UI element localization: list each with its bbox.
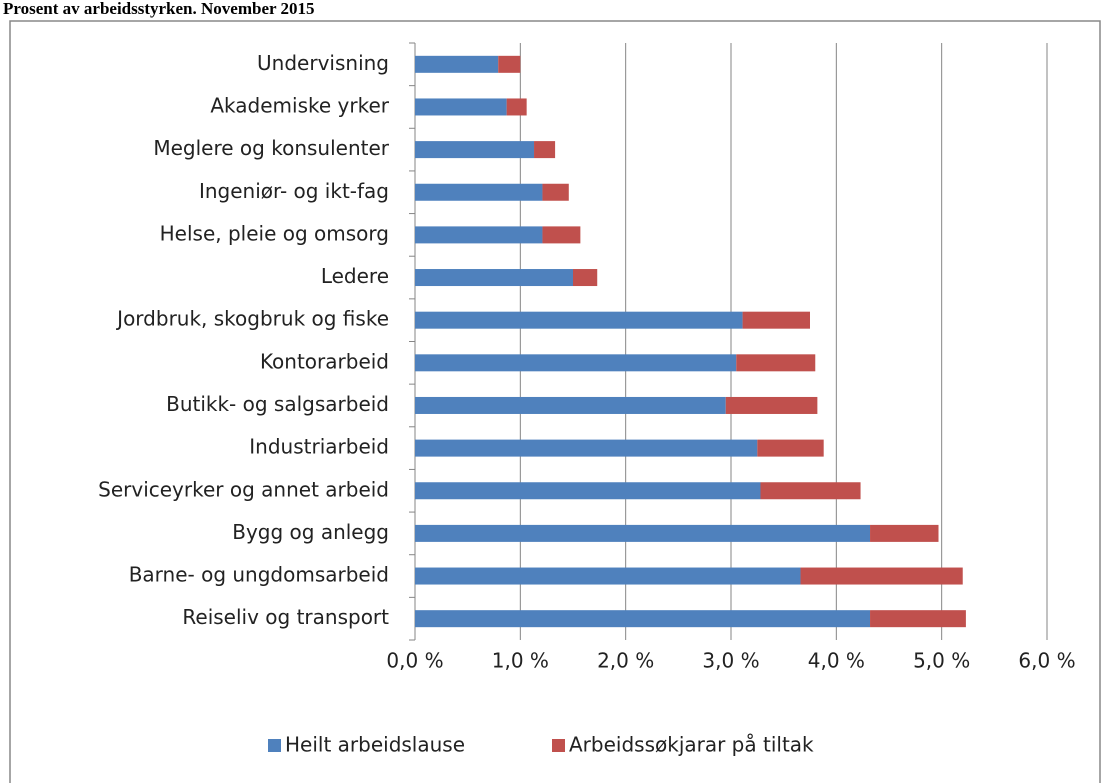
x-tick-label: 5,0 % (913, 649, 970, 673)
y-tick-label: Jordbruk, skogbruk og fiske (115, 307, 389, 331)
y-tick-label: Meglere og konsulenter (153, 136, 389, 160)
bar (506, 98, 527, 116)
y-tick-label: Kontorarbeid (260, 349, 389, 373)
x-tick-label: 3,0 % (702, 649, 759, 673)
y-tick-label: Serviceyrker og annet arbeid (98, 477, 389, 501)
y-tick-label: Ingeniør- og ikt-fag (199, 179, 389, 203)
bar (415, 311, 743, 329)
bar (415, 482, 761, 500)
bar (415, 183, 543, 201)
legend-swatch (552, 739, 565, 752)
y-tick-label: Barne- og ungdomsarbeid (129, 563, 389, 587)
bar (870, 524, 939, 542)
x-tick-label: 6,0 % (1018, 649, 1075, 673)
y-tick-label: Bygg og anlegg (232, 520, 389, 544)
bar (757, 439, 824, 457)
bar (498, 55, 521, 73)
y-tick-label: Helse, pleie og omsorg (160, 221, 389, 245)
bar (573, 269, 598, 287)
legend-label: Arbeidssøkjarar på tiltak (569, 733, 814, 757)
bar (742, 311, 810, 329)
legend-swatch (268, 739, 281, 752)
y-tick-label: Akademiske yrker (210, 93, 389, 117)
bar (534, 141, 556, 159)
y-tick-label: Butikk- og salgsarbeid (166, 392, 389, 416)
bar (415, 567, 801, 585)
x-tick-label: 2,0 % (597, 649, 654, 673)
bar (415, 396, 726, 414)
bar (760, 482, 861, 500)
bar (415, 55, 499, 73)
x-tick-label: 4,0 % (808, 649, 865, 673)
bar (415, 98, 507, 116)
y-tick-label: Reiseliv og transport (182, 605, 389, 629)
x-tick-label: 1,0 % (492, 649, 549, 673)
x-tick-label: 0,0 % (386, 649, 443, 673)
y-tick-label: Ledere (321, 264, 389, 288)
bar (415, 354, 737, 372)
bar (415, 524, 871, 542)
bar (415, 439, 758, 457)
bar (870, 610, 966, 628)
bar (415, 226, 543, 244)
y-tick-label: Undervisning (257, 51, 389, 75)
bar (736, 354, 816, 372)
y-tick-label: Industriarbeid (249, 435, 389, 459)
chart-title: Prosent av arbeidsstyrken. November 2015 (3, 0, 315, 18)
bar (542, 226, 581, 244)
legend-label: Heilt arbeidslause (285, 733, 465, 757)
bar (800, 567, 963, 585)
bar (415, 141, 535, 159)
bar (725, 396, 818, 414)
bar (415, 610, 871, 628)
bar (415, 269, 573, 287)
bar (542, 183, 569, 201)
